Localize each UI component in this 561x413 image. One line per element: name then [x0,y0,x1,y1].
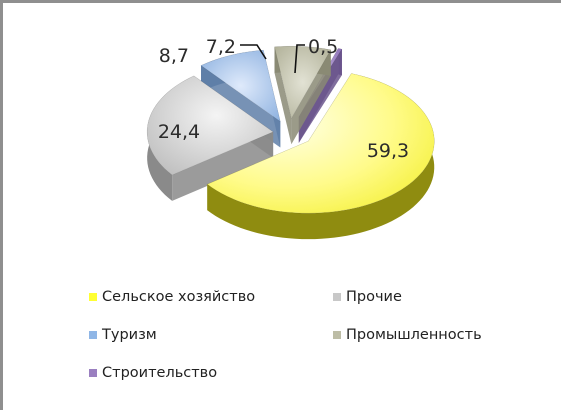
data-label-other: 24,4 [158,121,200,143]
pie-slice-agriculture [206,73,435,240]
pie-slice-top-agriculture [206,73,435,214]
pie-slice-wall-construction-1 [298,49,342,143]
legend-label-other: Прочие [346,289,402,305]
legend-item-construction: Строительство [89,365,217,381]
legend-item-other: Прочие [333,289,402,305]
data-label-industry: 7,2 [206,36,236,58]
leader-line-construction [294,44,305,74]
pie-slice-wall-industry-0 [274,46,292,145]
legend-item-industry: Промышленность [333,327,482,343]
pie-chart: 59,3 24,4 8,7 7,2 0,5 [146,36,435,240]
legend-swatch-other [333,293,341,301]
pie-slice-wall-other-0 [172,131,274,201]
legend-label-industry: Промышленность [346,327,482,343]
pie-slice-other [146,75,274,201]
data-label-tourism: 8,7 [159,45,189,67]
legend-item-agriculture: Сельское хозяйство [89,289,255,305]
legend: Сельское хозяйство Прочие Туризм Промышл… [89,285,549,395]
data-label-construction: 0,5 [308,36,338,58]
pie-slice-side-agriculture [207,73,435,240]
legend-label-tourism: Туризм [102,327,157,343]
pie-slice-top-industry [274,45,332,120]
legend-label-construction: Строительство [102,365,218,381]
legend-label-agriculture: Сельское хозяйство [102,289,256,305]
pie-slice-top-other [146,75,274,176]
legend-item-tourism: Туризм [89,327,157,343]
leader-line-industry [240,44,267,60]
pie-slice-wall-industry-1 [291,49,331,145]
legend-swatch-construction [89,369,97,377]
pie-slice-industry [274,45,332,145]
legend-swatch-tourism [89,331,97,339]
legend-swatch-agriculture [89,293,97,301]
legend-swatch-industry [333,331,341,339]
data-label-agriculture: 59,3 [367,140,409,162]
pie-slice-top-tourism [200,49,281,123]
